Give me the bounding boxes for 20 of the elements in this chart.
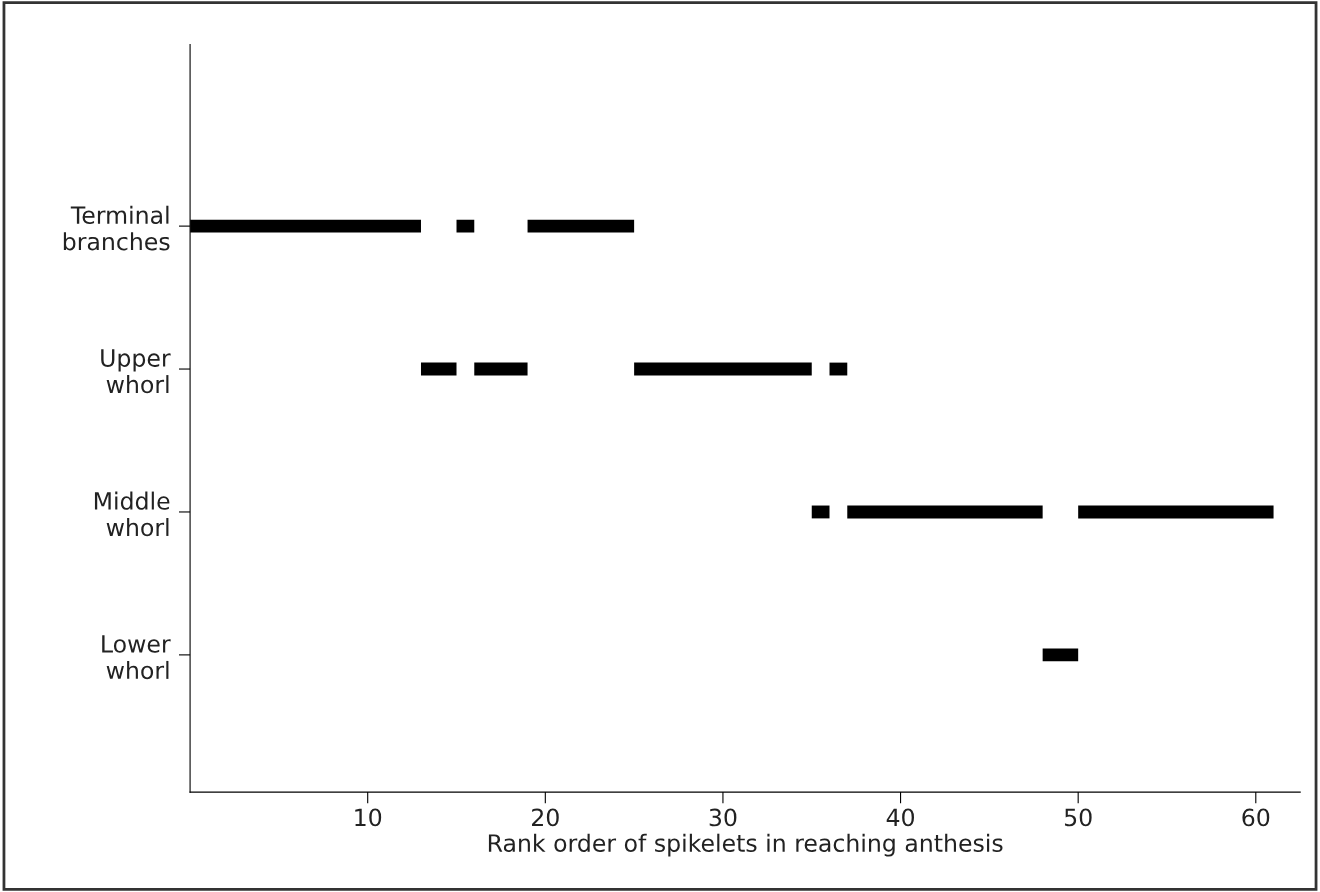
x-tick-label: 20 [532,808,559,827]
x-axis-title: Rank order of spikelets in reaching anthesis [488,833,1003,857]
bar [474,362,528,376]
bar [1078,505,1274,519]
y-tick-label: Upper whorl [101,349,171,394]
bar [634,362,812,376]
x-tick-label: 10 [355,808,382,827]
x-tick-label: 30 [709,808,737,827]
y-tick-label: Lower whorl [102,635,171,680]
x-tick-label: 40 [886,808,915,827]
y-tick-label: Terminal branches [63,205,170,251]
x-tick-label: 60 [1242,808,1270,827]
bar [420,362,457,376]
bar [1042,648,1079,662]
bar [527,219,635,233]
bar [811,505,830,519]
x-tick-label: 50 [1064,808,1092,827]
bar [847,505,1043,519]
bar [456,219,475,233]
y-tick-label: Middle whorl [94,491,170,537]
